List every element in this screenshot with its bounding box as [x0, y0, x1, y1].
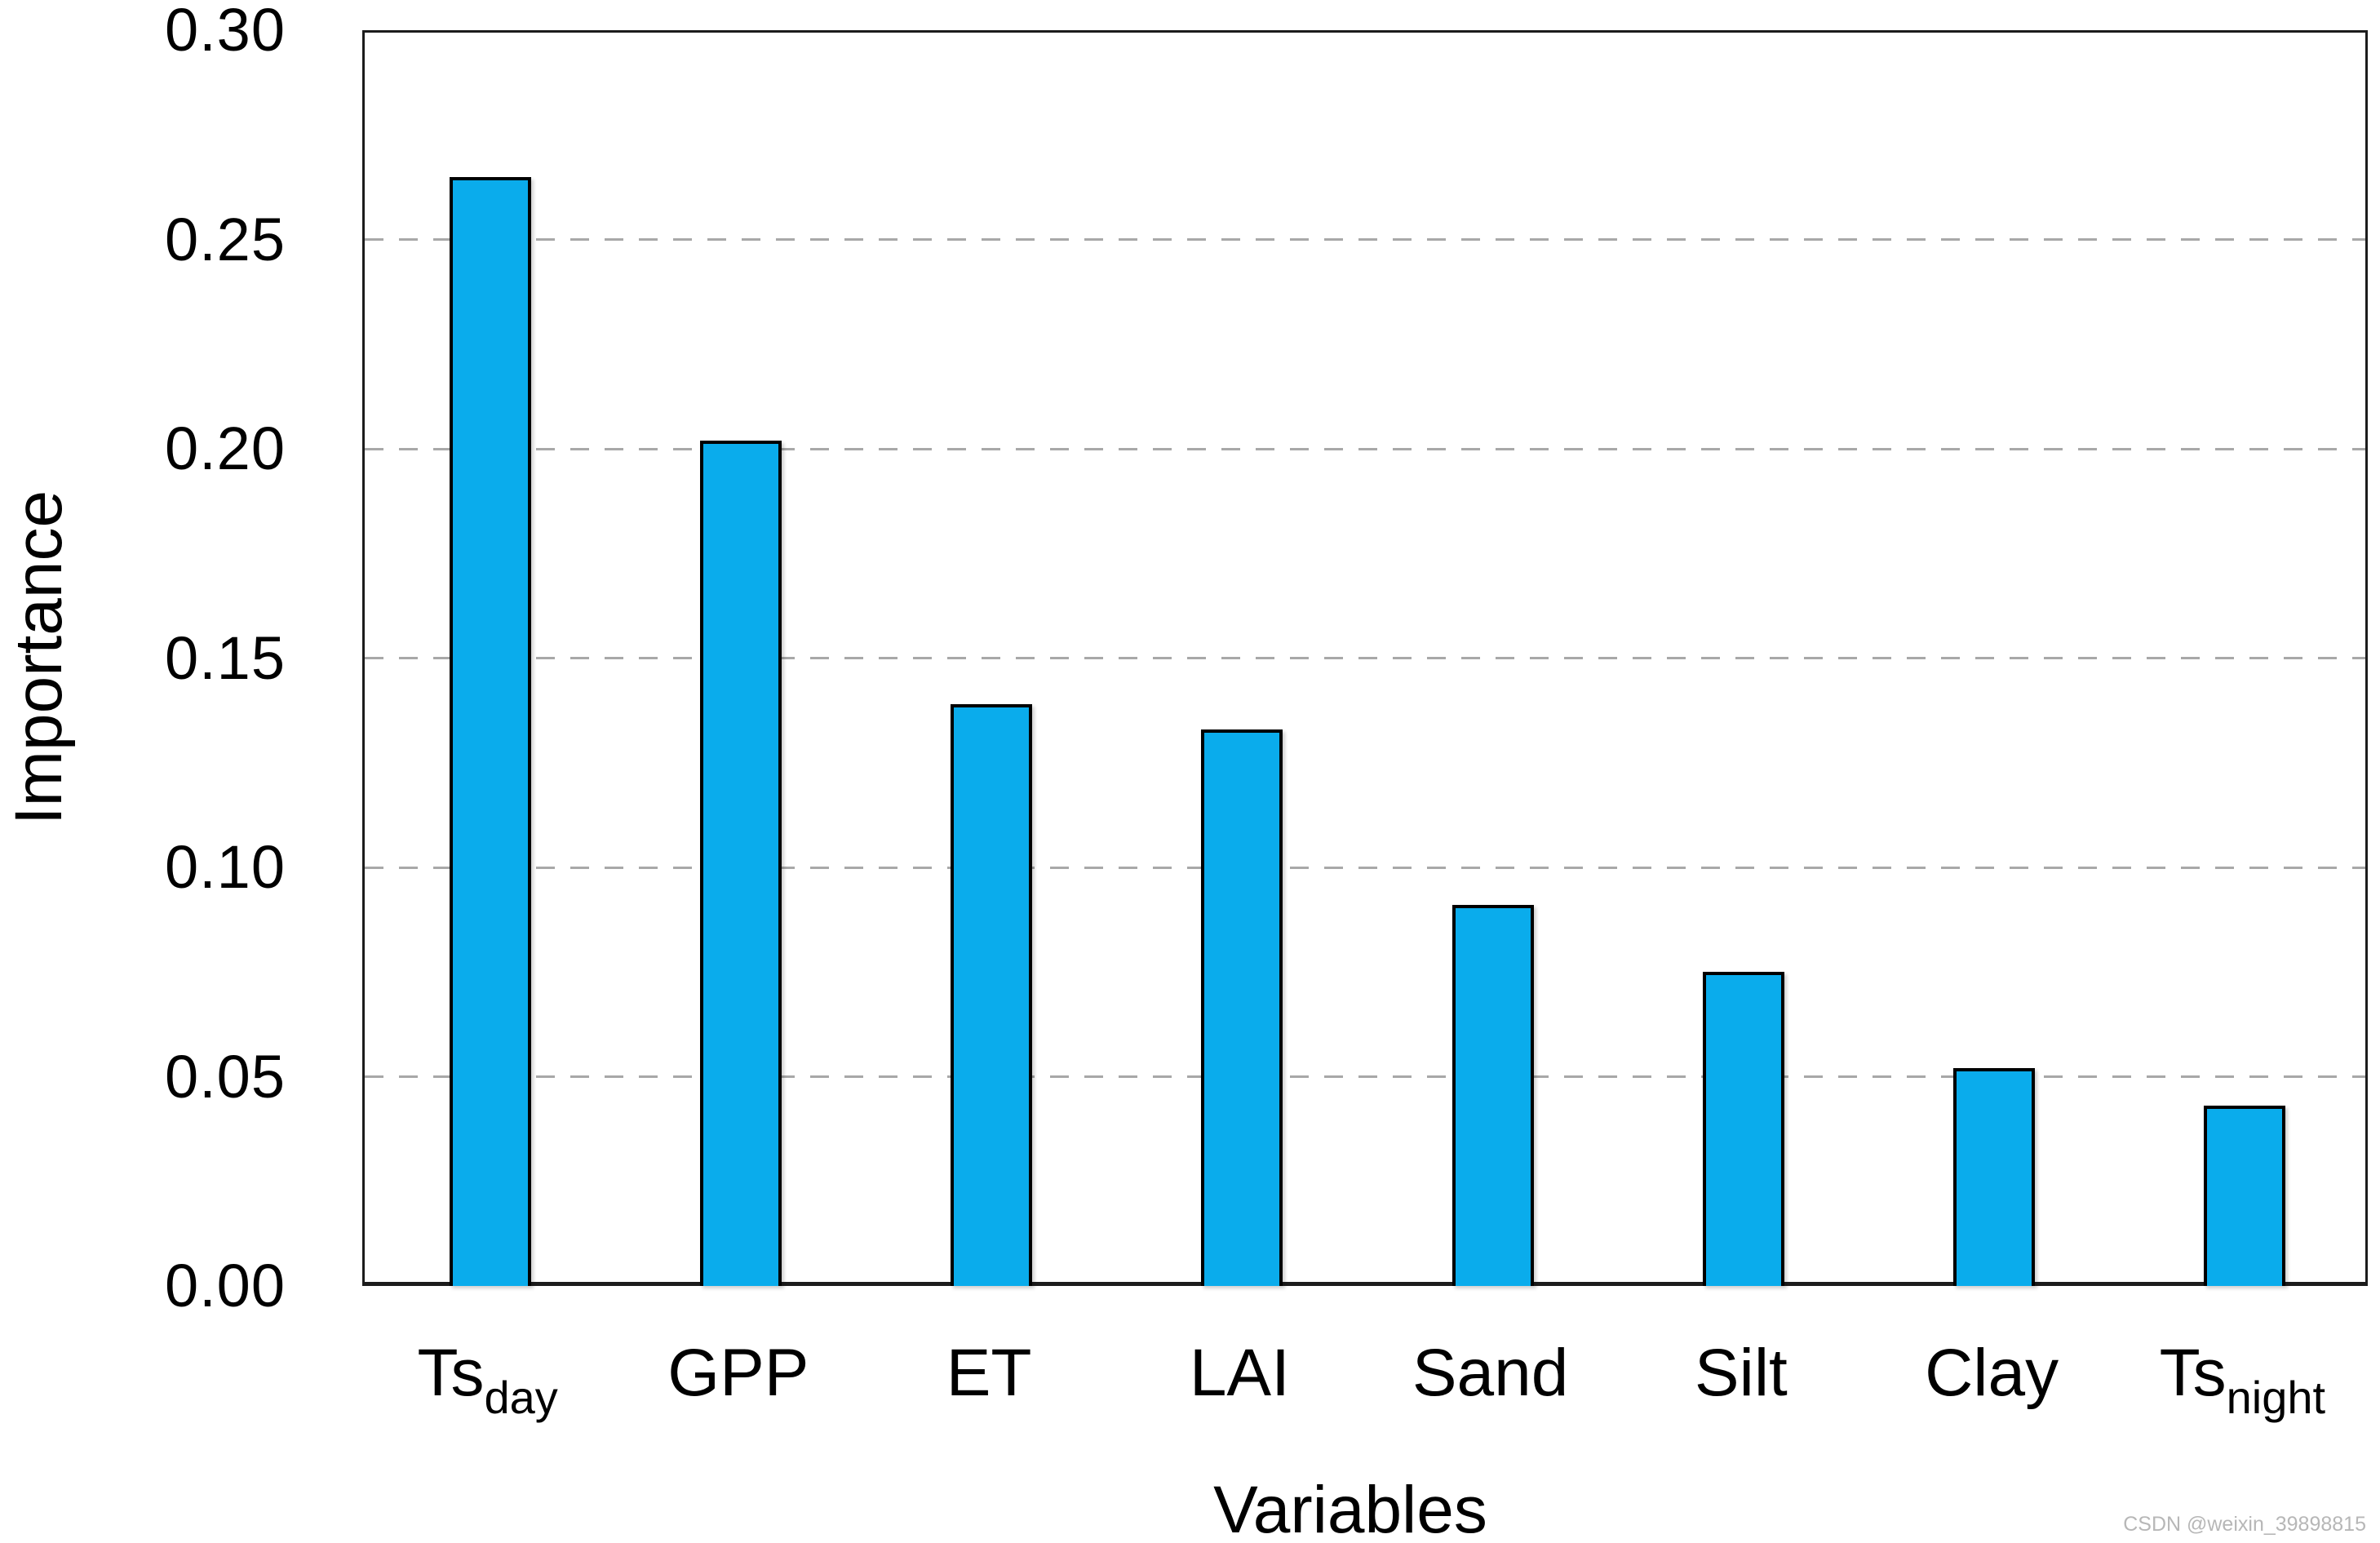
gridline	[365, 657, 2365, 659]
x-category-label: Sand	[1360, 1337, 1621, 1410]
y-tick-label: 0.25	[164, 205, 286, 273]
bar-lai	[1201, 729, 1283, 1286]
x-category-label: Clay	[1861, 1337, 2122, 1410]
bar-tsday	[449, 176, 531, 1286]
bar-silt	[1702, 972, 1784, 1286]
x-category-base-text: Clay	[1925, 1336, 2059, 1410]
x-category-base-text: Ts	[417, 1336, 485, 1410]
y-tick-label: 0.10	[164, 833, 286, 901]
y-tick-label: 0.05	[164, 1042, 286, 1111]
y-axis-title: Importance	[2, 490, 76, 826]
x-axis-title: Variables	[1213, 1473, 1487, 1543]
x-category-label: Tsday	[357, 1337, 618, 1434]
x-category-label: ET	[858, 1337, 1119, 1410]
watermark-text: CSDN @weixin_39898815	[2123, 1513, 2366, 1536]
y-tick-label: 0.20	[164, 415, 286, 482]
x-category-base-text: ET	[946, 1336, 1032, 1410]
y-tick-label: 0.00	[164, 1252, 286, 1319]
gridline	[365, 238, 2365, 241]
x-category-base-text: GPP	[667, 1336, 809, 1410]
x-category-subscript: day	[484, 1372, 558, 1423]
plot-area	[362, 30, 2368, 1286]
x-category-label: LAI	[1109, 1337, 1370, 1410]
gridline	[365, 447, 2365, 450]
x-category-base-text: Silt	[1694, 1336, 1788, 1410]
bar-clay	[1953, 1068, 2036, 1286]
y-tick-label: 0.30	[164, 0, 286, 64]
bar-gpp	[699, 440, 782, 1286]
x-category-label: GPP	[608, 1337, 869, 1410]
bar-tsnight	[2204, 1106, 2286, 1286]
bar-et	[951, 703, 1033, 1286]
gridline	[365, 866, 2365, 869]
x-category-base-text: Sand	[1412, 1336, 1569, 1410]
gridline	[365, 1075, 2365, 1078]
x-category-base-text: LAI	[1189, 1336, 1290, 1410]
y-tick-label: 0.15	[164, 623, 286, 692]
x-category-label: Silt	[1611, 1337, 1872, 1410]
bar-sand	[1451, 905, 1534, 1286]
x-category-subscript: night	[2226, 1372, 2326, 1423]
x-category-label: Tsnight	[2112, 1337, 2373, 1434]
x-category-base-text: Ts	[2159, 1336, 2227, 1410]
